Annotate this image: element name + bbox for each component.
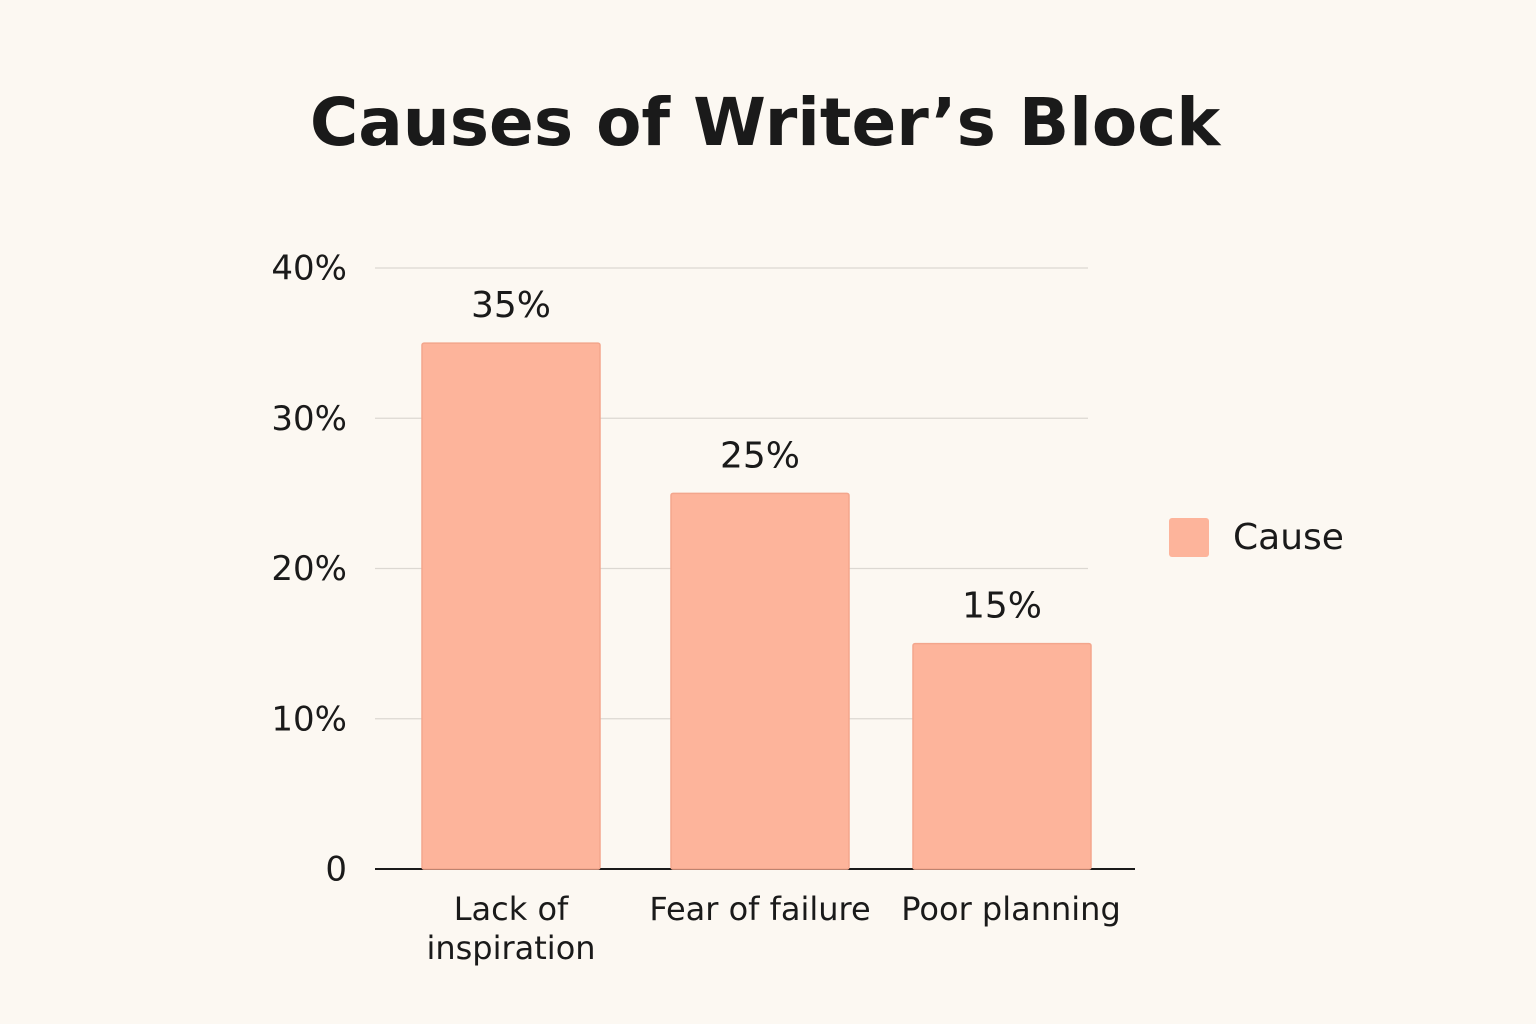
value-label: 35% <box>471 285 551 326</box>
value-label: 15% <box>962 586 1042 627</box>
legend-label: Cause <box>1233 517 1344 558</box>
y-tick-label: 0 <box>325 850 347 890</box>
y-tick-label: 20% <box>271 549 347 589</box>
y-tick-label: 30% <box>271 399 347 439</box>
x-tick-label: Lack of inspiration <box>426 890 596 967</box>
chart-title: Causes of Writer’s Block <box>310 84 1222 161</box>
bar <box>912 642 1092 870</box>
x-tick-label: Fear of failure <box>649 890 871 928</box>
legend-swatch <box>1169 518 1209 557</box>
bar <box>421 342 601 870</box>
y-tick-label: 10% <box>271 699 347 739</box>
bar <box>670 492 850 870</box>
y-tick-label: 40% <box>271 249 347 289</box>
value-label: 25% <box>720 435 800 476</box>
x-tick-label: Poor planning <box>901 890 1121 928</box>
